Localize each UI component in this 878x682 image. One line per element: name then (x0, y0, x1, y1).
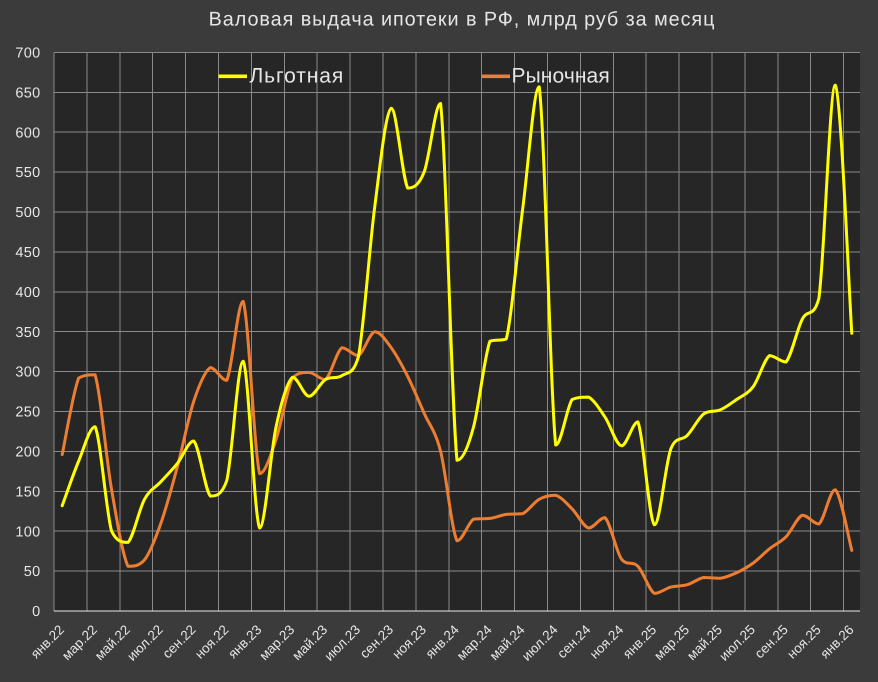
svg-text:450: 450 (15, 245, 40, 261)
svg-text:600: 600 (15, 125, 40, 141)
svg-text:250: 250 (15, 405, 40, 421)
svg-text:350: 350 (15, 325, 40, 341)
svg-text:Льготная: Льготная (250, 65, 345, 88)
svg-text:500: 500 (15, 205, 40, 221)
svg-text:550: 550 (15, 165, 40, 181)
svg-text:Рыночная: Рыночная (512, 65, 610, 88)
svg-text:100: 100 (15, 524, 40, 540)
svg-text:700: 700 (15, 46, 40, 62)
svg-text:300: 300 (15, 365, 40, 381)
svg-text:0: 0 (32, 604, 40, 620)
svg-text:Валовая выдача ипотеки в РФ, м: Валовая выдача ипотеки в РФ, млрд руб за… (209, 8, 716, 30)
svg-text:650: 650 (15, 85, 40, 101)
svg-text:200: 200 (15, 445, 40, 461)
svg-text:150: 150 (15, 484, 40, 500)
svg-text:400: 400 (15, 285, 40, 301)
svg-text:50: 50 (24, 564, 41, 580)
